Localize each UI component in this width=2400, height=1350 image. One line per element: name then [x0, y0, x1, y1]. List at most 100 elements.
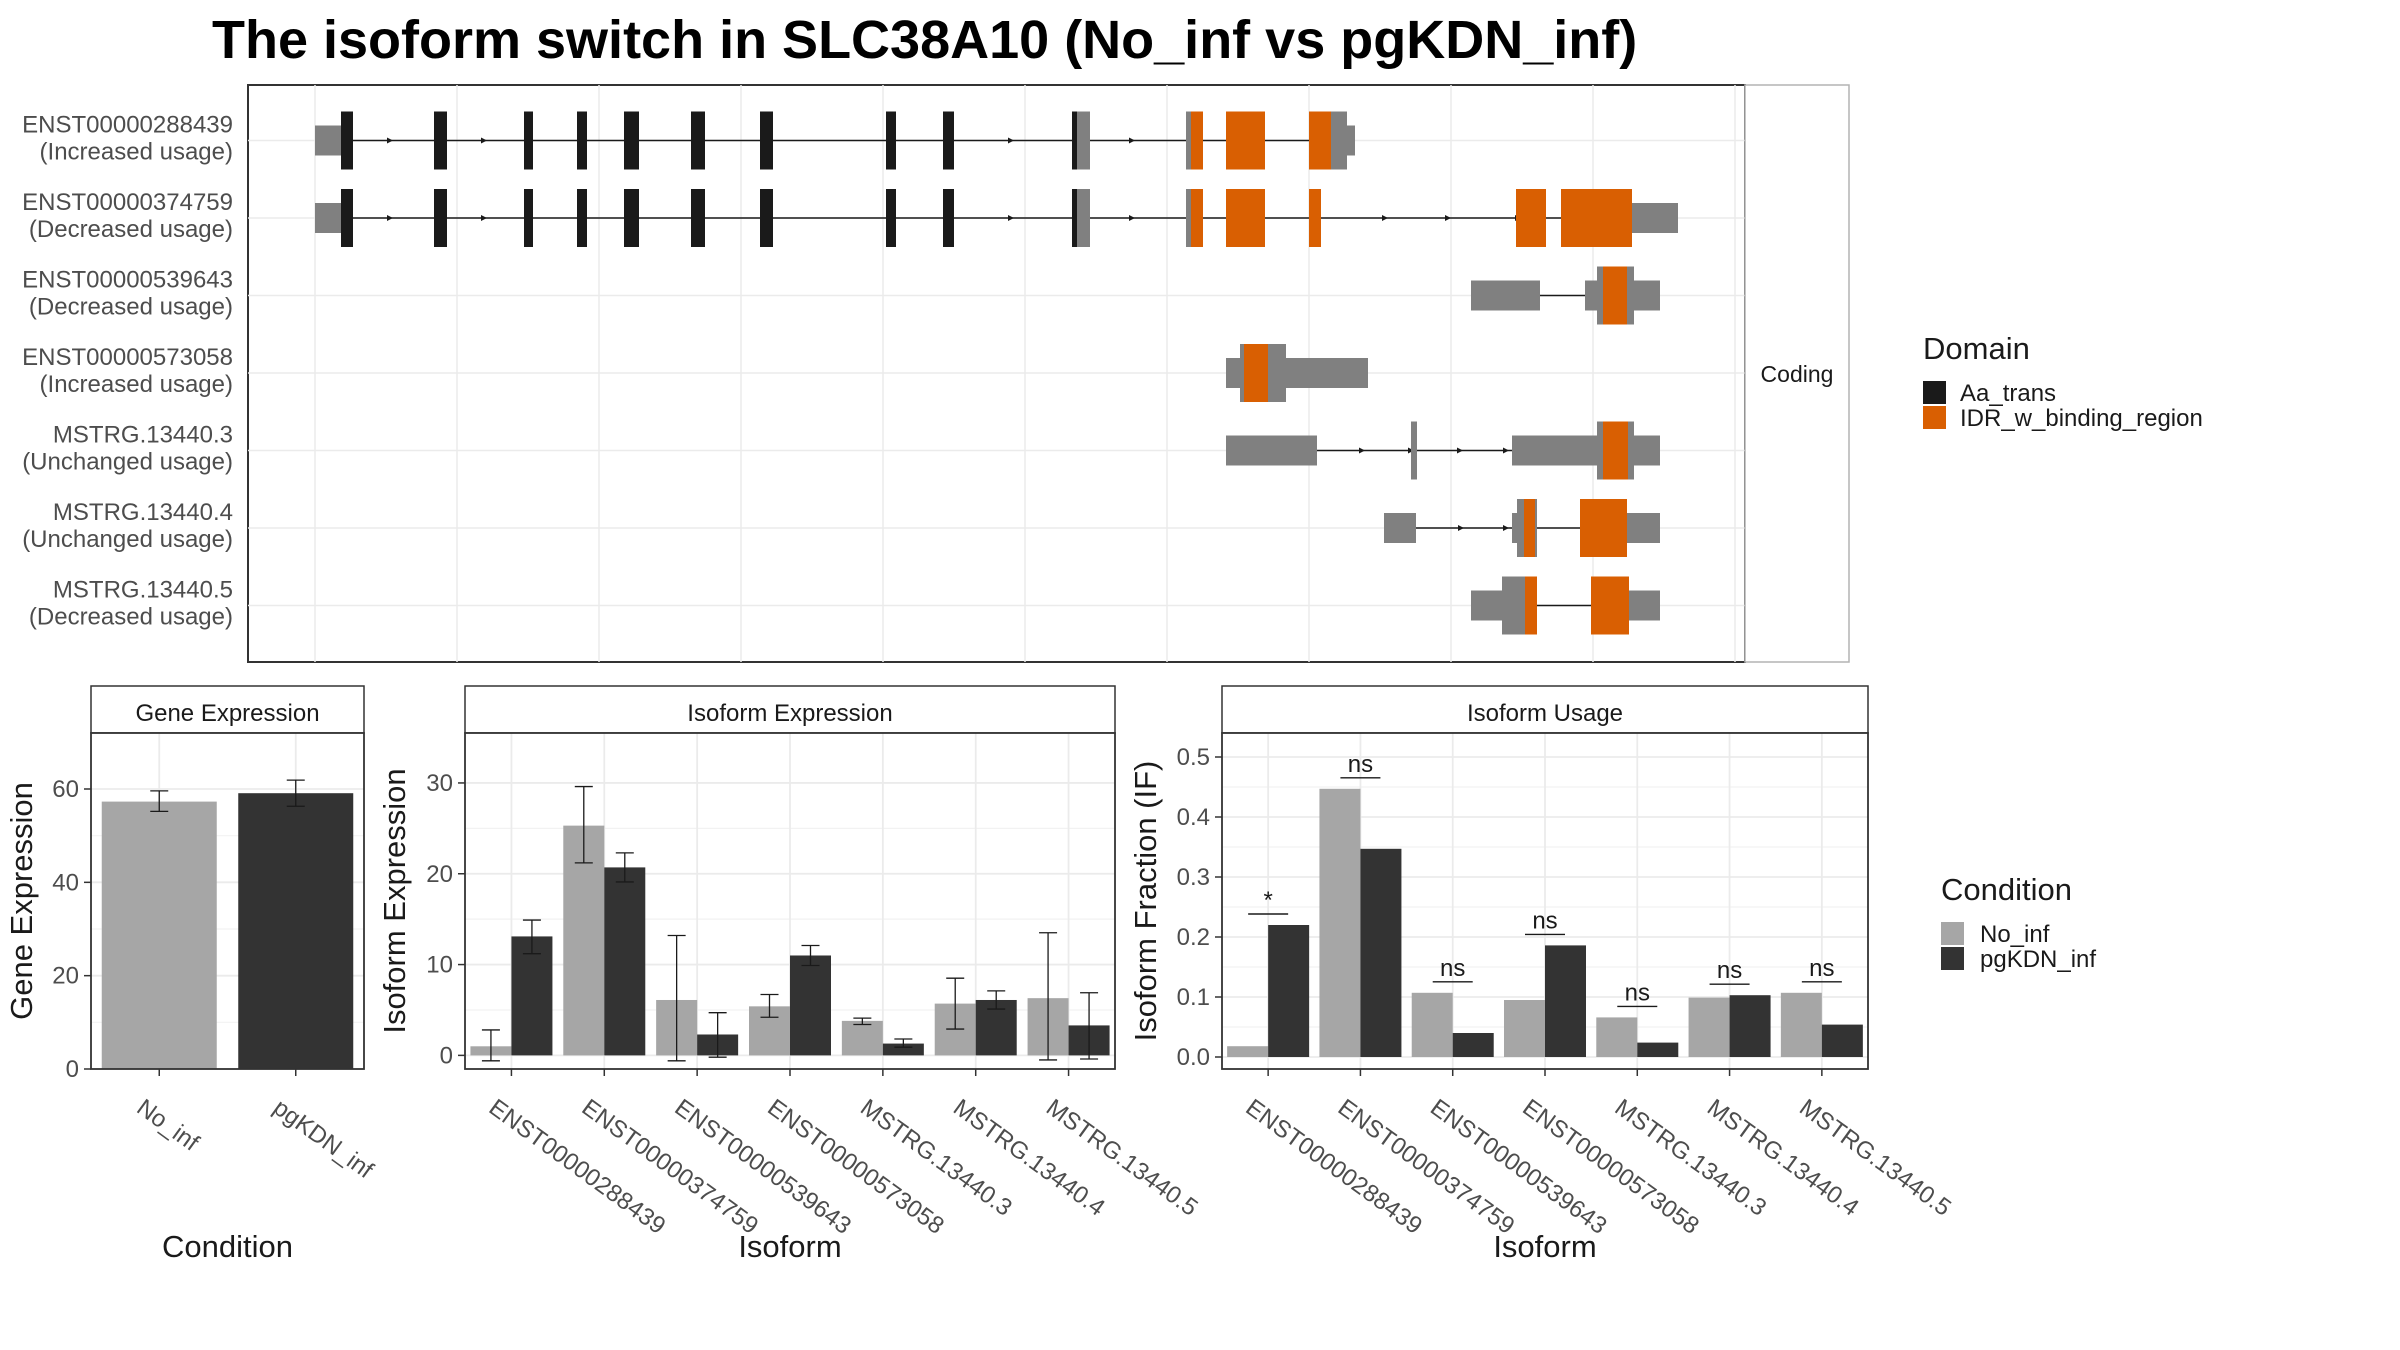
y-tick-label: 20	[52, 963, 79, 990]
isoform-structure-panel: Coding ENST00000288439(Increased usage) EN…	[22, 84, 1850, 663]
intron-arrow	[1503, 447, 1509, 454]
bar	[1545, 945, 1586, 1057]
idr-exon	[1591, 576, 1629, 635]
panel-strip	[90, 685, 365, 734]
y-tick-label: 0.4	[1177, 804, 1210, 831]
intron-arrow	[481, 137, 487, 144]
utr-exon	[1384, 513, 1416, 543]
bar	[1452, 1033, 1494, 1057]
aa-trans-exon	[577, 189, 587, 247]
isoform-usage-panel: Isoform Usage * ns ns ns ns ns ns 0.0 0.1 0.2 0.3 0.…	[1128, 685, 1956, 1264]
utr-exon	[1186, 189, 1191, 247]
x-axis-title: Condition	[162, 1229, 293, 1264]
aa-trans-exon	[1072, 189, 1077, 247]
aa-trans-exon	[691, 189, 705, 247]
y-axis-title: Isoform Fraction (IF)	[1128, 761, 1163, 1042]
y-tick-label: 0.3	[1177, 864, 1210, 891]
bar	[1268, 925, 1310, 1057]
bar	[1360, 848, 1402, 1057]
idr-exon	[1603, 266, 1627, 325]
utr-exon	[1226, 358, 1240, 388]
bar	[563, 825, 605, 1056]
utr-exon	[1077, 189, 1090, 247]
bar	[1637, 1042, 1679, 1057]
gene-expression-panel: Gene Expression 0 20 40 60 No_inf pgKDN_inf Con…	[4, 685, 378, 1264]
intron-arrow	[1008, 137, 1014, 144]
y-tick-label: 20	[426, 861, 453, 888]
panel-strip-label: Isoform Expression	[687, 700, 892, 727]
condition-legend-swatch	[1941, 947, 1964, 970]
isoform-row-name: MSTRG.13440.3	[53, 422, 233, 449]
panel-strip-label: Gene Expression	[135, 700, 319, 727]
bar	[1821, 1024, 1863, 1057]
aa-trans-exon	[886, 189, 896, 247]
isoform-row-usage: (Increased usage)	[40, 139, 233, 166]
bar	[1411, 992, 1453, 1057]
significance-label: ns	[1532, 907, 1557, 934]
utr-exon	[1597, 266, 1603, 325]
utr-exon	[1347, 125, 1355, 156]
intron-arrow	[1457, 447, 1463, 454]
utr-exon	[1634, 280, 1660, 311]
bar	[1227, 1046, 1269, 1057]
condition-legend-swatch	[1941, 922, 1964, 945]
utr-exon	[1186, 111, 1191, 170]
bar	[882, 1043, 924, 1056]
x-tick-label: MSTRG.13440.3	[1610, 1094, 1772, 1222]
aa-trans-exon	[341, 111, 353, 170]
y-axis-title: Gene Expression	[4, 782, 39, 1020]
isoform-row-name: ENST00000288439	[22, 112, 233, 139]
intron-arrow	[481, 215, 487, 221]
utr-exon	[1331, 111, 1347, 170]
structure-strip-label: Coding	[1761, 361, 1834, 387]
aa-trans-exon	[760, 189, 773, 247]
condition-legend-label: pgKDN_inf	[1980, 946, 2096, 973]
bar	[511, 936, 553, 1056]
condition-legend-title: Condition	[1941, 872, 2072, 907]
bar	[1688, 997, 1730, 1057]
idr-exon	[1309, 111, 1331, 170]
isoform-row-usage: (Decreased usage)	[29, 216, 233, 243]
bar	[238, 793, 354, 1069]
intron-arrow	[387, 215, 393, 221]
y-tick-label: 30	[426, 770, 453, 797]
x-tick-label: MSTRG.13440.4	[1702, 1094, 1864, 1222]
significance-label: *	[1263, 887, 1272, 914]
bar	[1780, 992, 1822, 1057]
x-tick-label: MSTRG.13440.3	[855, 1094, 1017, 1222]
y-tick-label: 0	[66, 1056, 79, 1083]
utr-exon	[1627, 266, 1634, 325]
isoform-row-name: MSTRG.13440.5	[53, 577, 233, 604]
y-tick-label: 10	[426, 952, 453, 979]
y-tick-label: 60	[52, 776, 79, 803]
idr-exon	[1524, 499, 1535, 557]
utr-exon	[1268, 344, 1286, 402]
aa-trans-exon	[760, 111, 773, 170]
utr-exon	[1632, 203, 1678, 233]
aa-trans-exon	[577, 111, 587, 170]
bar	[101, 801, 217, 1069]
bar	[1319, 788, 1361, 1057]
x-axis-title: Isoform	[738, 1229, 841, 1264]
x-tick-label: MSTRG.13440.5	[1794, 1094, 1956, 1222]
domain-legend-swatch	[1923, 381, 1946, 404]
intron-arrow	[1503, 525, 1509, 531]
isoform-row-name: ENST00000539643	[22, 267, 233, 294]
aa-trans-exon	[691, 111, 705, 170]
domain-legend-label: Aa_trans	[1960, 380, 2056, 407]
y-tick-label: 0	[440, 1042, 453, 1069]
aa-trans-exon	[624, 189, 639, 247]
intron-arrow	[1382, 215, 1388, 221]
utr-exon	[1512, 513, 1517, 543]
utr-exon	[315, 203, 341, 233]
structure-strip	[1744, 84, 1850, 663]
y-tick-label: 40	[52, 869, 79, 896]
aa-trans-exon	[886, 111, 896, 170]
bar	[1729, 995, 1771, 1057]
bar	[841, 1020, 883, 1056]
idr-exon	[1191, 111, 1203, 170]
bar	[604, 867, 646, 1056]
